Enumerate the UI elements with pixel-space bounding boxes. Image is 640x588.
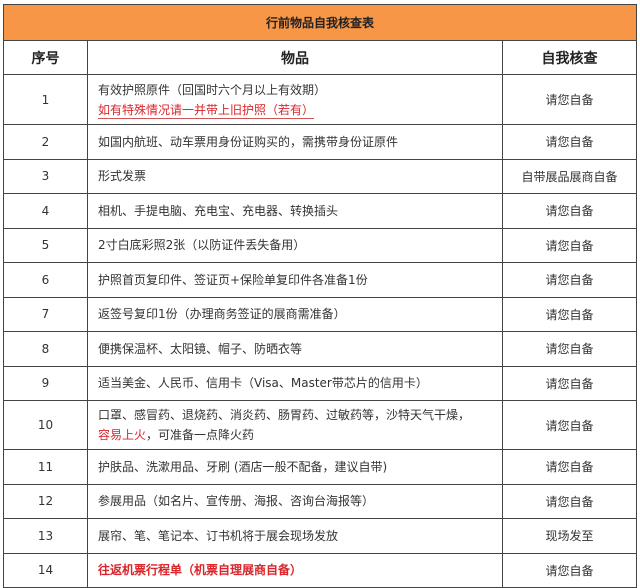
row-check: 请您自备: [501, 296, 638, 332]
row-check: 请您自备: [501, 193, 638, 229]
row-item: 参展用品（如名片、宣传册、海报、咨询台海报等）: [87, 483, 503, 519]
row-item: 往返机票行程单（机票自理展商自备）: [87, 552, 503, 588]
row-check: 请您自备: [501, 262, 638, 298]
row-num: 9: [3, 365, 88, 401]
row-num: 12: [3, 483, 88, 519]
row-num: 3: [3, 158, 88, 194]
item-text: 护肤品、洗漱用品、牙刷 (酒店一般不配备，建议自带): [98, 459, 388, 474]
table-row: 2 如国内航班、动车票用身份证购买的，需携带身份证原件 请您自备: [3, 124, 638, 160]
table-title: 行前物品自我核查表: [2, 4, 638, 41]
row-num: 6: [3, 262, 88, 298]
row-num: 14: [3, 552, 88, 588]
row-item: 形式发票: [87, 158, 503, 194]
row-num: 8: [3, 331, 88, 367]
item-text: 相机、手提电脑、充电宝、充电器、转换插头: [98, 203, 339, 218]
row-check: 请您自备: [501, 483, 638, 519]
item-text: 有效护照原件（回国时六个月以上有效期）: [98, 82, 327, 97]
row-check: 请您自备: [501, 449, 638, 485]
row-num: 4: [3, 193, 88, 229]
header-item: 物品: [87, 40, 503, 75]
row-num: 11: [3, 449, 88, 485]
item-tail: ，可准备一点降火药: [146, 428, 255, 442]
row-check: 请您自备: [501, 400, 638, 450]
row-check: 请您自备: [501, 331, 638, 367]
row-num: 2: [3, 124, 88, 160]
row-item: 有效护照原件（回国时六个月以上有效期） 如有特殊情况请一并带上旧护照（若有）: [87, 74, 503, 125]
row-item: 2寸白底彩照2张（以防证件丢失备用）: [87, 227, 503, 263]
row-item: 口罩、感冒药、退烧药、消炎药、肠胃药、过敏药等，沙特天气干燥， 容易上火，可准备一…: [87, 400, 503, 450]
table-row: 4 相机、手提电脑、充电宝、充电器、转换插头 请您自备: [3, 193, 638, 229]
item-text: 返签号复印1份（办理商务签证的展商需准备）: [98, 307, 346, 322]
row-item: 适当美金、人民币、信用卡（Visa、Master带芯片的信用卡）: [87, 365, 503, 401]
table-row: 6 护照首页复印件、签证页+保险单复印件各准备1份 请您自备: [3, 262, 638, 298]
row-item: 如国内航班、动车票用身份证购买的，需携带身份证原件: [87, 124, 503, 160]
table-row: 5 2寸白底彩照2张（以防证件丢失备用） 请您自备: [3, 227, 638, 263]
item-text: 如国内航班、动车票用身份证购买的，需携带身份证原件: [98, 134, 399, 149]
row-check: 请您自备: [501, 552, 638, 588]
row-item: 便携保温杯、太阳镜、帽子、防晒衣等: [87, 331, 503, 367]
table-row: 11 护肤品、洗漱用品、牙刷 (酒店一般不配备，建议自带) 请您自备: [3, 449, 638, 485]
row-item: 返签号复印1份（办理商务签证的展商需准备）: [87, 296, 503, 332]
table-row: 14 往返机票行程单（机票自理展商自备） 请您自备: [3, 552, 638, 588]
table-row: 9 适当美金、人民币、信用卡（Visa、Master带芯片的信用卡） 请您自备: [3, 365, 638, 401]
header-row: 序号 物品 自我核查: [3, 40, 638, 75]
item-note: 如有特殊情况请一并带上旧护照（若有）: [98, 102, 315, 117]
row-check: 请您自备: [501, 227, 638, 263]
item-text: 参展用品（如名片、宣传册、海报、咨询台海报等）: [98, 494, 375, 509]
row-num: 10: [3, 400, 88, 450]
row-item: 护肤品、洗漱用品、牙刷 (酒店一般不配备，建议自带): [87, 449, 503, 485]
item-text: 展帘、笔、笔记本、订书机将于展会现场发放: [98, 528, 339, 543]
item-text: 往返机票行程单（机票自理展商自备）: [98, 563, 303, 578]
row-check: 请您自备: [501, 365, 638, 401]
row-check: 请您自备: [501, 124, 638, 160]
row-check: 请您自备: [501, 74, 638, 125]
item-text: 护照首页复印件、签证页+保险单复印件各准备1份: [98, 272, 368, 287]
table-row: 12 参展用品（如名片、宣传册、海报、咨询台海报等） 请您自备: [3, 483, 638, 519]
item-text: 适当美金、人民币、信用卡（Visa、Master带芯片的信用卡）: [98, 376, 428, 391]
row-check: 自带展品展商自备: [501, 158, 638, 194]
row-item: 相机、手提电脑、充电宝、充电器、转换插头: [87, 193, 503, 229]
item-text: 形式发票: [98, 169, 147, 184]
row-num: 7: [3, 296, 88, 332]
table-row: 8 便携保温杯、太阳镜、帽子、防晒衣等 请您自备: [3, 331, 638, 367]
table-row: 13 展帘、笔、笔记本、订书机将于展会现场发放 现场发至: [3, 518, 638, 554]
header-check: 自我核查: [501, 40, 638, 75]
item-text: 便携保温杯、太阳镜、帽子、防晒衣等: [98, 341, 303, 356]
checklist-table: 行前物品自我核查表 序号 物品 自我核查 1 有效护照原件（回国时六个月以上有效…: [2, 4, 638, 588]
row-item: 护照首页复印件、签证页+保险单复印件各准备1份: [87, 262, 503, 298]
table-row: 10 口罩、感冒药、退烧药、消炎药、肠胃药、过敏药等，沙特天气干燥， 容易上火，可准…: [3, 400, 638, 450]
item-text: 2寸白底彩照2张（以防证件丢失备用）: [98, 238, 306, 253]
item-text: 口罩、感冒药、退烧药、消炎药、肠胃药、过敏药等，沙特天气干燥，: [98, 408, 471, 422]
row-item: 展帘、笔、笔记本、订书机将于展会现场发放: [87, 518, 503, 554]
table-row: 7 返签号复印1份（办理商务签证的展商需准备） 请您自备: [3, 296, 638, 332]
row-check: 现场发至: [501, 518, 638, 554]
table-row: 3 形式发票 自带展品展商自备: [3, 158, 638, 194]
row-num: 1: [3, 74, 88, 125]
row-num: 5: [3, 227, 88, 263]
header-num: 序号: [3, 40, 88, 75]
table-row: 1 有效护照原件（回国时六个月以上有效期） 如有特殊情况请一并带上旧护照（若有） …: [3, 74, 638, 125]
row-num: 13: [3, 518, 88, 554]
item-highlight: 容易上火: [98, 428, 147, 442]
